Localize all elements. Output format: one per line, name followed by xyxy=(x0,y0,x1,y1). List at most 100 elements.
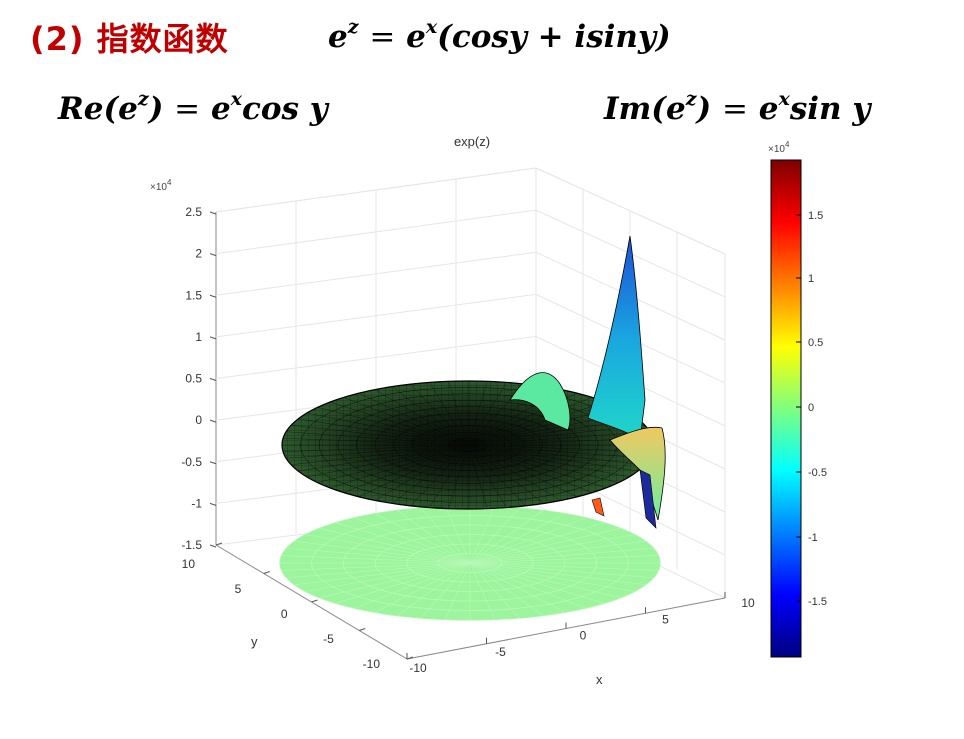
z-tick-label: 1.5 xyxy=(185,288,202,302)
floor-spoke xyxy=(469,562,520,619)
surface-spoke xyxy=(410,383,456,432)
floor-spoke xyxy=(469,562,496,620)
surface-spoke xyxy=(374,456,449,501)
surface-spoke xyxy=(429,458,460,508)
surface-ridge-back xyxy=(509,372,571,431)
surface-spoke xyxy=(506,449,645,465)
z-tick xyxy=(209,419,217,423)
floor-spoke xyxy=(305,534,471,564)
colorbar-ticks: 1.5 1 0.5 0 -0.5 -1 -1.5 xyxy=(796,210,827,608)
surface-spoke xyxy=(283,446,429,452)
z-tick-label: 2 xyxy=(195,247,202,261)
floor-spoke xyxy=(469,555,659,564)
surface-spoke xyxy=(476,458,507,508)
x-axis-ticks: -10 -5 0 5 10 xyxy=(406,592,755,675)
floor-spoke xyxy=(469,513,566,564)
surface-spoke xyxy=(494,455,593,493)
surface-spoke xyxy=(358,456,445,497)
floor-spoke xyxy=(469,562,646,586)
z-tick-label: -1 xyxy=(191,496,202,510)
floor-spoke xyxy=(281,562,471,571)
z-axis-ticks: 2.5 2 1.5 1 0.5 0 -0.5 -1 -1.5 xyxy=(181,205,217,552)
y-axis-ticks: 10 5 0 -5 -10 xyxy=(182,542,414,671)
plot-title: exp(z) xyxy=(454,134,490,149)
y-tick-label: 10 xyxy=(182,557,196,571)
surface-spoke xyxy=(343,455,442,493)
x-tick-label: 5 xyxy=(662,612,669,626)
surface-rings xyxy=(281,380,655,510)
surface-spoke xyxy=(500,453,619,483)
z-tick-label: 2.5 xyxy=(185,205,202,219)
floor-spoke xyxy=(469,534,635,564)
y-tick xyxy=(215,542,223,546)
x-tick-label: 0 xyxy=(580,629,587,643)
floor-spoke xyxy=(305,562,471,592)
z-tick xyxy=(209,461,217,465)
colorbar xyxy=(770,159,802,658)
z-tick xyxy=(209,294,217,298)
surface-spoke xyxy=(448,381,465,432)
floor-spoke xyxy=(469,562,566,613)
floor-spoke xyxy=(335,522,471,564)
surface-spoke xyxy=(480,458,526,507)
z-tick-label: -0.5 xyxy=(181,455,202,469)
floor-spoke xyxy=(469,562,543,616)
surface-spoke xyxy=(298,450,432,472)
floor-spoke xyxy=(420,507,471,564)
floor-spoke xyxy=(469,547,654,564)
z-tick xyxy=(209,211,217,215)
y-tick xyxy=(263,571,270,574)
y-axis-label: y xyxy=(251,634,258,649)
surface-ring xyxy=(430,431,506,459)
z-tick xyxy=(209,378,217,381)
surface-spoke xyxy=(286,447,429,459)
z-tick xyxy=(209,336,217,340)
surface-spoke xyxy=(497,454,607,489)
imaginary-part-formula: Im(ez) = exsin y xyxy=(604,88,871,127)
y-tick xyxy=(359,628,366,631)
surface-spoke xyxy=(317,407,436,437)
y-tick-label: -5 xyxy=(323,632,334,646)
x-tick-label: -5 xyxy=(495,645,506,659)
floor-spoke xyxy=(469,562,659,571)
x-axis-label: x xyxy=(596,672,603,687)
z-tick xyxy=(209,502,217,506)
colorbar-tick-label: 1.5 xyxy=(808,210,823,222)
floor-spoke xyxy=(294,562,471,586)
floor-spoke xyxy=(469,507,520,564)
real-part-formula: Re(ez) = excos y xyxy=(58,88,328,127)
colorbar-tick-label: -0.5 xyxy=(808,467,827,479)
floor-spoke xyxy=(420,562,471,619)
floor-spoke xyxy=(469,510,543,564)
surface-spoke xyxy=(502,451,630,478)
floor-spoke xyxy=(374,513,471,564)
surface-spoke xyxy=(410,458,456,507)
y-tick xyxy=(406,656,414,660)
floor-spoke xyxy=(469,562,605,604)
surface-spoke xyxy=(283,438,429,444)
floor-spoke xyxy=(469,562,586,609)
colorbar-tick-label: -1 xyxy=(808,532,818,544)
surface-spoke xyxy=(504,450,638,472)
floor-spoke xyxy=(397,562,471,616)
surface-spoke xyxy=(487,456,562,501)
surface-spike-red xyxy=(591,497,605,517)
surface-spoke xyxy=(291,425,430,441)
surface-spike-lower xyxy=(639,469,657,529)
surface-spoke xyxy=(329,454,439,489)
z-tick-label: 0.5 xyxy=(185,372,202,386)
floor-spoke xyxy=(444,562,471,620)
floor-mesh xyxy=(279,505,661,621)
floor-spoke xyxy=(469,506,496,564)
exponential-formula: ez = ex(cosy + isiny) xyxy=(328,16,671,55)
colorbar-multiplier: ×104 xyxy=(768,140,790,155)
surface-spoke xyxy=(471,458,488,509)
surface-spoke xyxy=(429,382,460,432)
floor-spoke xyxy=(319,562,471,598)
floor-spoke xyxy=(444,506,471,564)
y-tick-label: 5 xyxy=(235,582,242,596)
y-tick-label: 0 xyxy=(281,607,288,621)
surface-spoke xyxy=(306,412,434,439)
floor-spoke xyxy=(354,562,471,609)
surface-spoke xyxy=(343,397,442,435)
